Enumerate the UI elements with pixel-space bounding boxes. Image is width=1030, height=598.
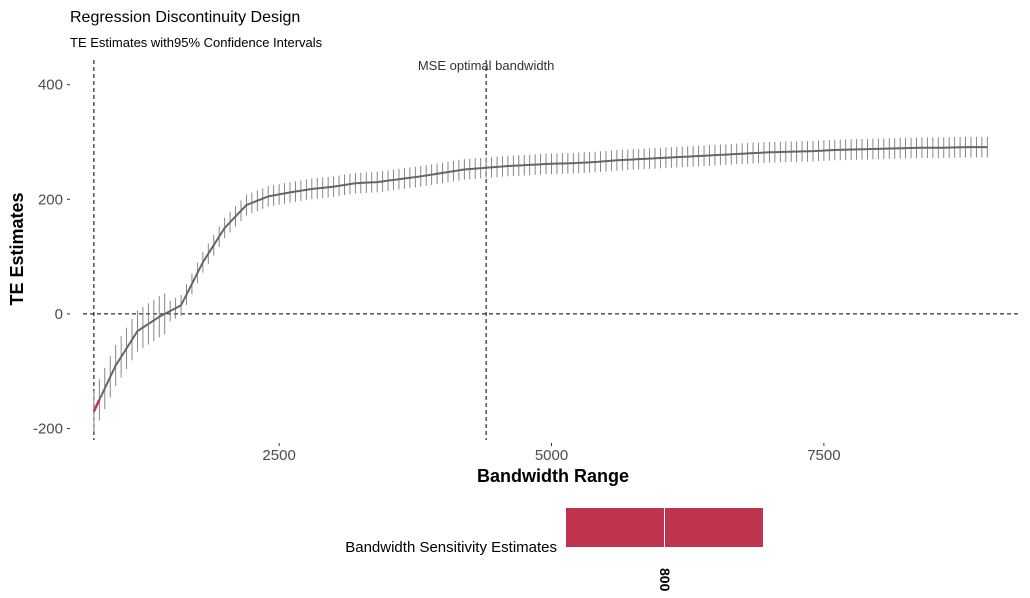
highlight-segment xyxy=(92,399,101,412)
legend-tick-label: 800 xyxy=(657,568,673,592)
x-axis-title: Bandwidth Range xyxy=(477,466,629,486)
y-axis: -200 0 200 400 xyxy=(33,77,70,438)
legend: Bandwidth Sensitivity Estimates 800 xyxy=(345,508,763,592)
x-tick-label: 5000 xyxy=(535,447,568,464)
legend-title: Bandwidth Sensitivity Estimates xyxy=(345,539,557,556)
x-tick-label: 7500 xyxy=(807,447,840,464)
estimate-line xyxy=(92,146,988,412)
x-axis: 2500 5000 7500 xyxy=(262,443,841,464)
y-tick-label: 200 xyxy=(38,191,63,208)
y-tick-label: -200 xyxy=(33,421,63,438)
plot-area xyxy=(83,60,1020,440)
mse-annotation: MSE optimal bandwidth xyxy=(418,58,555,73)
y-tick-label: 0 xyxy=(55,306,63,323)
y-tick-label: 400 xyxy=(38,77,63,94)
x-tick-label: 2500 xyxy=(262,447,295,464)
chart-subtitle: TE Estimates with95% Confidence Interval… xyxy=(70,35,323,50)
y-axis-title: TE Estimates xyxy=(7,192,27,305)
chart-title: Regression Discontinuity Design xyxy=(70,9,300,26)
